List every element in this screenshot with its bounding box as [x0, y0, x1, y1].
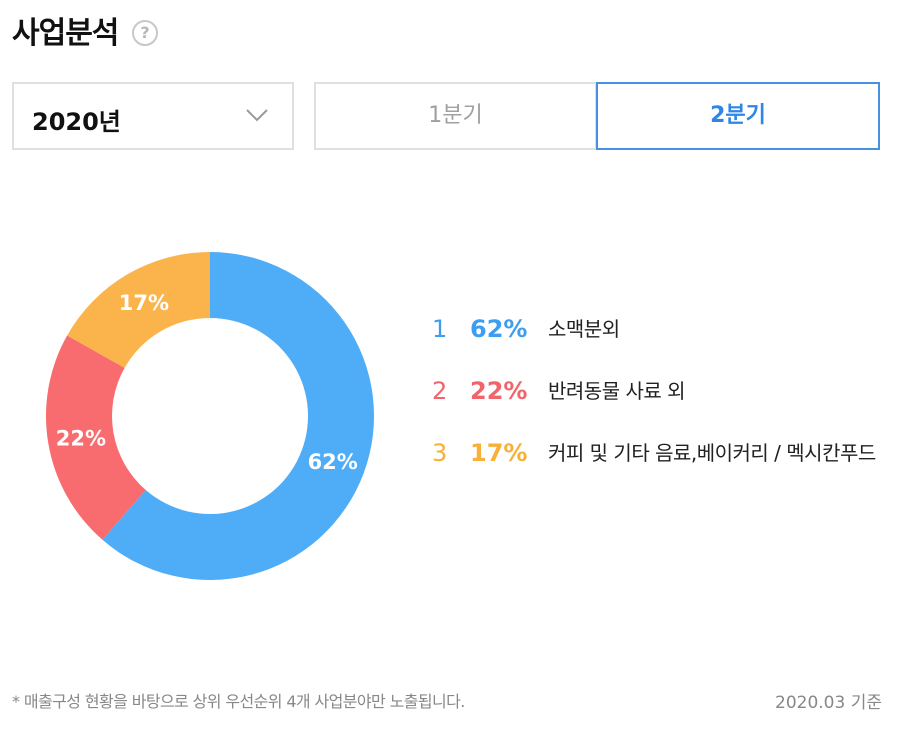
- legend-name: 커피 및 기타 음료,베이커리 / 멕시칸푸드: [548, 441, 876, 465]
- donut-slice: [45, 335, 146, 540]
- legend-percent: 62%: [470, 315, 528, 343]
- chart-legend: 1 62% 소맥분외 2 22% 반려동물 사료 외 3 17% 커피 및 기타…: [432, 312, 902, 498]
- legend-name: 소맥분외: [548, 317, 620, 341]
- donut-slice: [67, 252, 210, 368]
- slice-label: 17%: [119, 291, 169, 315]
- legend-rank: 2: [432, 377, 448, 405]
- year-select[interactable]: 2020년: [12, 82, 294, 150]
- legend-rank: 3: [432, 439, 448, 467]
- legend-percent: 22%: [470, 377, 528, 405]
- legend-percent: 17%: [470, 439, 528, 467]
- quarter-tabs: 1분기 2분기: [314, 82, 880, 150]
- year-select-value: 2020년: [32, 108, 121, 136]
- legend-rank: 1: [432, 315, 448, 343]
- legend-item: 2 22% 반려동물 사료 외: [432, 374, 902, 408]
- help-icon[interactable]: ?: [132, 20, 158, 46]
- tab-q2[interactable]: 2분기: [596, 82, 880, 150]
- legend-item: 1 62% 소맥분외: [432, 312, 902, 346]
- slice-label: 22%: [56, 426, 106, 450]
- footnote: * 매출구성 현황을 바탕으로 상위 우선순위 4개 사업분야만 노출됩니다.: [12, 692, 465, 711]
- legend-name: 반려동물 사료 외: [548, 379, 686, 403]
- page-title: 사업분석: [12, 16, 119, 51]
- donut-slice: [102, 252, 374, 580]
- data-basis-date: 2020.03 기준: [775, 693, 882, 713]
- tab-q1[interactable]: 1분기: [314, 82, 597, 150]
- chevron-down-icon: [246, 109, 268, 122]
- donut-chart: 62% 22% 17%: [45, 252, 374, 580]
- legend-item: 3 17% 커피 및 기타 음료,베이커리 / 멕시칸푸드: [432, 436, 902, 470]
- slice-label: 62%: [308, 450, 358, 474]
